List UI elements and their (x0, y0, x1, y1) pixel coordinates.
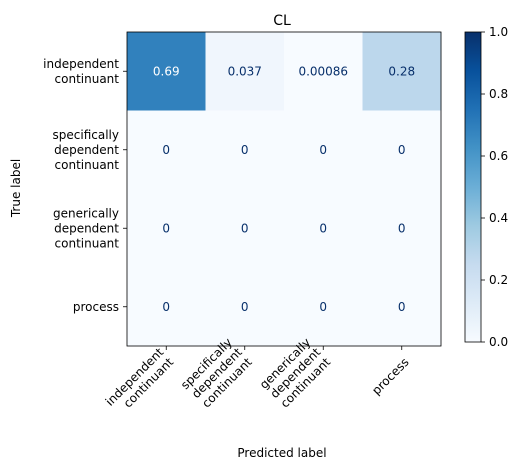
cell-value-label: 0 (241, 300, 249, 314)
colorbar-tick-label: 0.6 (489, 149, 508, 163)
cell-value-label: 0 (398, 143, 406, 157)
y-tick-label: dependent (54, 143, 119, 157)
y-tick-label: dependent (54, 221, 119, 235)
y-tick-label: independent (43, 57, 119, 71)
cell-value-label: 0.69 (153, 64, 180, 78)
colorbar-tick-label: 0.4 (489, 211, 508, 225)
y-axis-label: True label (9, 159, 23, 218)
colorbar-tick-label: 0.2 (489, 273, 508, 287)
y-tick-label: continuant (55, 236, 120, 250)
y-tick-label: generically (53, 206, 119, 220)
cell-value-label: 0 (319, 221, 327, 235)
y-axis-ticks: independentcontinuantspecificallydepende… (43, 57, 127, 314)
cell-value-label: 0 (319, 143, 327, 157)
x-tick-label: process (369, 355, 412, 398)
y-tick-label: process (73, 300, 119, 314)
y-tick-label: continuant (55, 158, 120, 172)
y-tick-label: specifically (53, 128, 119, 142)
colorbar: 0.0 0.2 0.4 0.6 0.8 1.0 (465, 25, 508, 349)
heatmap-cells: 0.69 0.037 0.00086 0.28 0 0 0 0 0 0 0 0 0 0 0 0 (127, 32, 442, 347)
cell-value-label: 0 (398, 221, 406, 235)
y-tick-label: continuant (55, 72, 120, 86)
x-tick-label-group: process (369, 355, 412, 398)
cell-value-label: 0 (162, 221, 170, 235)
cell-value-label: 0 (241, 143, 249, 157)
cell-value-label: 0 (398, 300, 406, 314)
cell-value-label: 0 (162, 300, 170, 314)
cell-value-label: 0.00086 (298, 64, 348, 78)
colorbar-tick-label: 0.8 (489, 87, 508, 101)
x-axis-label: Predicted label (237, 446, 326, 460)
colorbar-gradient (465, 32, 481, 342)
cell-value-label: 0 (162, 143, 170, 157)
cell-value-label: 0 (319, 300, 327, 314)
colorbar-tick-label: 0.0 (489, 335, 508, 349)
cell-value-label: 0.037 (228, 64, 262, 78)
cell-value-label: 0 (241, 221, 249, 235)
cell-value-label: 0.28 (388, 64, 415, 78)
colorbar-tick-label: 1.0 (489, 25, 508, 39)
chart-title: CL (273, 13, 291, 29)
